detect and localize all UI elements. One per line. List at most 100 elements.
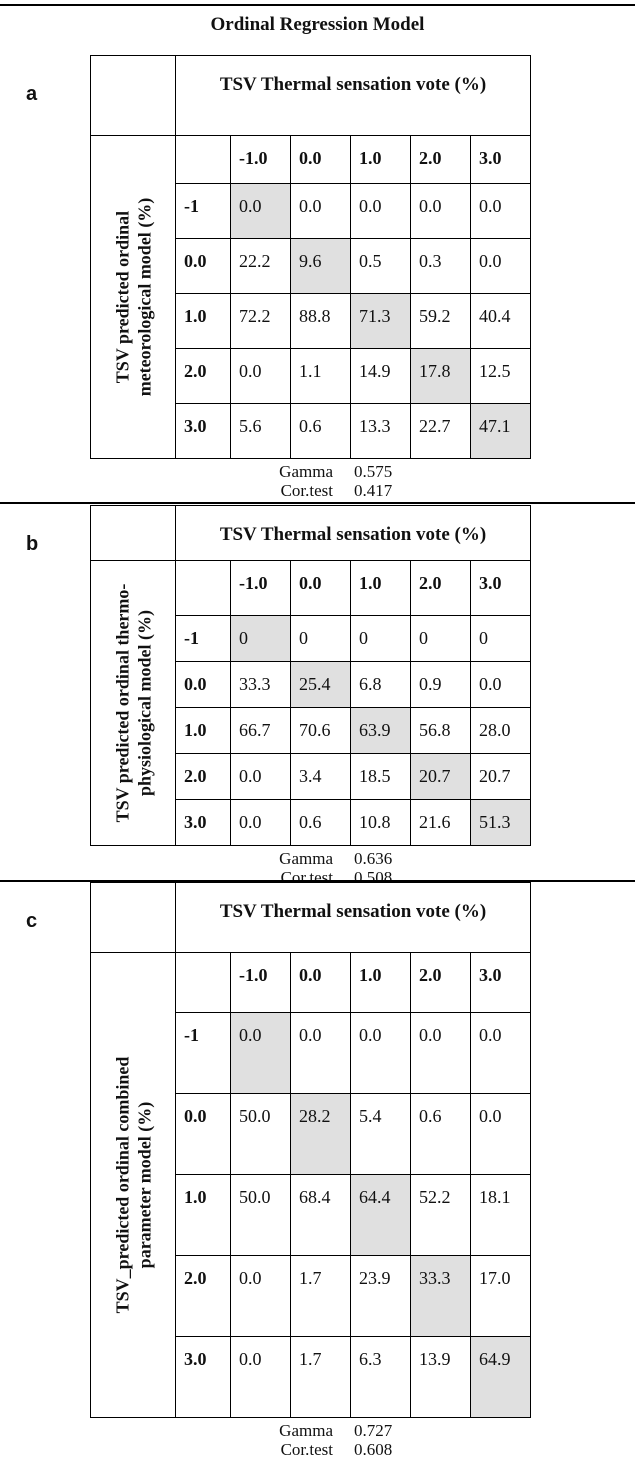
table-corner — [90, 882, 176, 953]
column-header: TSV Thermal sensation vote (%) — [175, 882, 531, 953]
table-cell: 51.3 — [470, 799, 531, 846]
table-cell: 10.8 — [350, 799, 411, 846]
table-corner — [90, 505, 176, 561]
table-cell: 3.4 — [290, 753, 351, 800]
table-cell: 0.0 — [410, 1012, 471, 1094]
table-cell: 0.0 — [230, 753, 291, 800]
row-label: 2.0 — [175, 348, 231, 404]
table-cell: 0.6 — [410, 1093, 471, 1175]
table-cell: 1.1 — [290, 348, 351, 404]
table-corner — [90, 55, 176, 136]
table-cell: 20.7 — [470, 753, 531, 800]
column-label: 0.0 — [290, 135, 351, 184]
header-corner — [175, 135, 231, 184]
table-cell: 5.4 — [350, 1093, 411, 1175]
table-cell: 1.7 — [290, 1255, 351, 1337]
table-cell: 20.7 — [410, 753, 471, 800]
row-axis-label: TSV predicted ordinal thermo-physiologic… — [90, 560, 176, 846]
column-label: 3.0 — [470, 135, 531, 184]
column-label: 3.0 — [470, 952, 531, 1013]
table-cell: 0.0 — [470, 183, 531, 239]
row-label: 2.0 — [175, 753, 231, 800]
row-axis-label-line: TSV_predicted ordinal combined — [112, 1056, 133, 1314]
row-label: -1 — [175, 615, 231, 662]
table-cell: 0.0 — [350, 183, 411, 239]
column-header: TSV Thermal sensation vote (%) — [175, 505, 531, 561]
column-label: 0.0 — [290, 560, 351, 616]
table-cell: 47.1 — [470, 403, 531, 459]
table-cell: 88.8 — [290, 293, 351, 349]
row-label: 0.0 — [175, 1093, 231, 1175]
table-cell: 71.3 — [350, 293, 411, 349]
table-cell: 72.2 — [230, 293, 291, 349]
table-cell: 0.0 — [470, 661, 531, 708]
table-cell: 0 — [410, 615, 471, 662]
stat-value: 0.575 — [354, 462, 393, 481]
stat-label: Gamma — [279, 1421, 333, 1440]
table-cell: 0.5 — [350, 238, 411, 294]
table-cell: 13.9 — [410, 1336, 471, 1418]
panel-letter: b — [26, 533, 39, 555]
column-label: 3.0 — [470, 560, 531, 616]
table-cell: 0 — [470, 615, 531, 662]
table-cell: 0.0 — [470, 238, 531, 294]
column-label: -1.0 — [230, 560, 291, 616]
table-cell: 22.7 — [410, 403, 471, 459]
table-cell: 63.9 — [350, 707, 411, 754]
table-cell: 12.5 — [470, 348, 531, 404]
stat-label: Gamma — [279, 462, 333, 481]
table-cell: 23.9 — [350, 1255, 411, 1337]
panel-letter: a — [26, 83, 38, 105]
table-cell: 66.7 — [230, 707, 291, 754]
stat-label: Cor.test — [280, 481, 333, 500]
column-label: 0.0 — [290, 952, 351, 1013]
table-cell: 0.0 — [410, 183, 471, 239]
row-label: -1 — [175, 1012, 231, 1094]
column-label: 2.0 — [410, 135, 471, 184]
table-cell: 18.5 — [350, 753, 411, 800]
table-cell: 14.9 — [350, 348, 411, 404]
table-cell: 0.0 — [230, 1255, 291, 1337]
table-cell: 6.8 — [350, 661, 411, 708]
table-cell: 6.3 — [350, 1336, 411, 1418]
table-cell: 25.4 — [290, 661, 351, 708]
table-cell: 28.0 — [470, 707, 531, 754]
table-cell: 0.0 — [230, 183, 291, 239]
table-cell: 0.0 — [350, 1012, 411, 1094]
table-cell: 33.3 — [410, 1255, 471, 1337]
table-cell: 0.0 — [290, 183, 351, 239]
table-cell: 0.0 — [230, 348, 291, 404]
row-axis-label-line: parameter model (%) — [134, 1101, 155, 1269]
table-cell: 0 — [230, 615, 291, 662]
table-cell: 0.0 — [290, 1012, 351, 1094]
table-cell: 0.0 — [470, 1093, 531, 1175]
table-cell: 17.8 — [410, 348, 471, 404]
header-corner — [175, 952, 231, 1013]
table-cell: 0.0 — [230, 1012, 291, 1094]
stat-value: 0.608 — [354, 1440, 393, 1459]
row-axis-label-line: TSV predicted ordinal thermo- — [112, 583, 132, 823]
table-cell: 0.0 — [230, 799, 291, 846]
table-cell: 17.0 — [470, 1255, 531, 1337]
column-label: 1.0 — [350, 560, 411, 616]
row-axis-label-text: TSV predicted ordinal meteorological mode… — [111, 198, 155, 397]
column-label: 2.0 — [410, 560, 471, 616]
row-label: 0.0 — [175, 238, 231, 294]
table-cell: 56.8 — [410, 707, 471, 754]
table-cell: 40.4 — [470, 293, 531, 349]
table-cell: 28.2 — [290, 1093, 351, 1175]
stat-value: 0.417 — [354, 481, 393, 500]
column-label: 2.0 — [410, 952, 471, 1013]
stat-value: 0.636 — [354, 849, 393, 868]
table-cell: 1.7 — [290, 1336, 351, 1418]
column-label: -1.0 — [230, 135, 291, 184]
row-axis-label-line: meteorological model (%) — [134, 197, 155, 397]
table-cell: 52.2 — [410, 1174, 471, 1256]
table-cell: 21.6 — [410, 799, 471, 846]
table-cell: 0 — [350, 615, 411, 662]
row-axis-label-line: physiological model (%) — [134, 610, 154, 797]
row-axis-label-text: TSV predicted ordinal thermo-physiologic… — [111, 584, 155, 823]
stat-label: Gamma — [279, 849, 333, 868]
table-cell: 0 — [290, 615, 351, 662]
